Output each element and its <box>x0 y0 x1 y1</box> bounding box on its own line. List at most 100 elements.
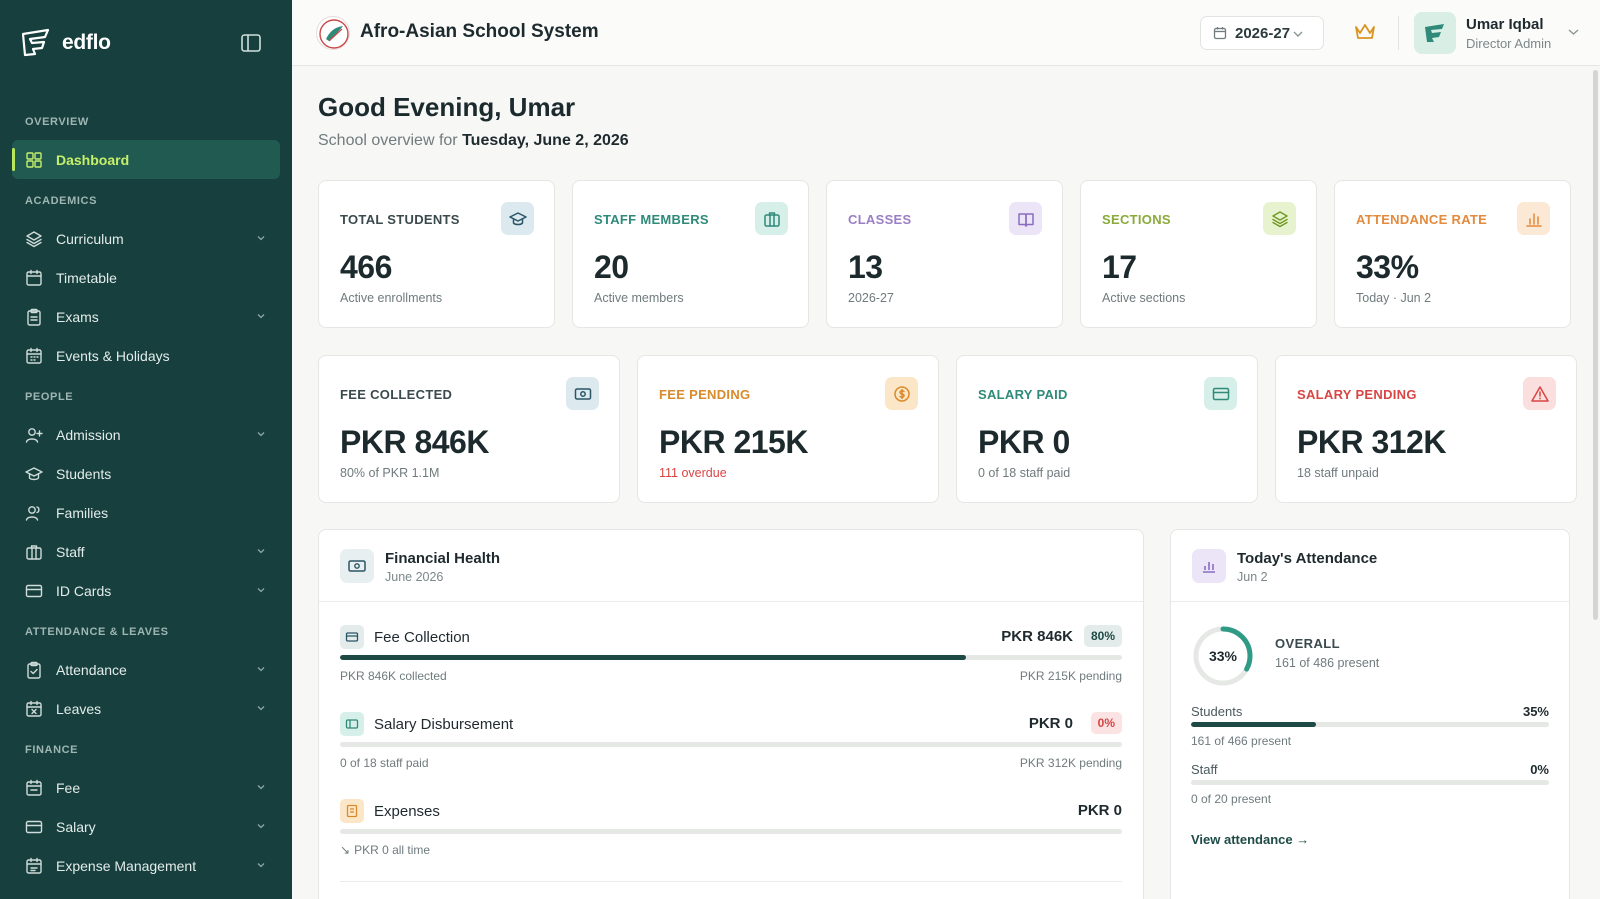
finance-row-name: Expenses <box>374 803 440 820</box>
stat-card-label: ATTENDANCE RATE <box>1356 212 1488 227</box>
view-attendance-link[interactable]: View attendance → <box>1191 832 1310 847</box>
stat-card-salary-pending[interactable]: SALARY PENDING PKR 312K 18 staff unpaid <box>1275 355 1577 503</box>
stat-card-sections[interactable]: SECTIONS 17 Active sections <box>1080 180 1317 328</box>
finance-row-left-text: PKR 0 all time <box>354 843 431 857</box>
stat-card-subtext: Active enrollments <box>340 291 443 305</box>
stat-card-classes[interactable]: CLASSES 13 2026-27 <box>826 180 1063 328</box>
stat-card-label: SALARY PENDING <box>1297 387 1417 402</box>
overall-present-count: 161 of 486 present <box>1275 656 1380 670</box>
attendance-row-name: Students <box>1191 704 1243 719</box>
brand-name: edflo <box>62 31 111 54</box>
finance-row-left-note: PKR 846K collected <box>340 669 447 683</box>
dollar-coin-icon <box>885 377 918 410</box>
sidebar-item-staff[interactable]: Staff <box>12 532 280 571</box>
attendance-row-count: 161 of 466 present <box>1191 734 1292 748</box>
sidebar-item-label: Timetable <box>56 269 117 286</box>
layers-icon <box>1263 202 1296 235</box>
sidebar-item-id-cards[interactable]: ID Cards <box>12 571 280 610</box>
attendance-row-count: 0 of 20 present <box>1191 792 1272 806</box>
chevron-down-icon <box>257 785 265 790</box>
stat-card-value: 20 <box>594 249 629 285</box>
finance-row-right-note: PKR 215K pending <box>1019 669 1122 683</box>
briefcase-icon <box>26 544 42 560</box>
wallet-icon <box>25 820 43 833</box>
crown-icon[interactable] <box>1354 22 1376 42</box>
stat-card-subtext: 2026-27 <box>848 291 894 305</box>
academic-year-select[interactable]: 2026-27 <box>1200 16 1324 50</box>
sidebar-item-label: Curriculum <box>56 230 124 247</box>
stat-card-value: 13 <box>848 249 883 285</box>
finance-row-expenses: Expenses PKR 0 ↘ PKR 0 all time <box>340 799 1122 879</box>
nav-section-academics: ACADEMICS <box>25 195 98 207</box>
sidebar-item-exams[interactable]: Exams <box>12 297 280 336</box>
user-avatar[interactable] <box>1414 12 1456 54</box>
stat-card-attendance-rate[interactable]: ATTENDANCE RATE 33% Today · Jun 2 <box>1334 180 1571 328</box>
stat-card-fee-collected[interactable]: FEE COLLECTED PKR 846K 80% of PKR 1.1M <box>318 355 620 503</box>
sidebar-item-expense-management[interactable]: Expense Management <box>12 846 280 885</box>
chevron-down-icon <box>257 236 265 241</box>
sidebar-item-events-and-holidays[interactable]: Events & Holidays <box>12 336 280 375</box>
finance-row-salary-disbursement: Salary Disbursement PKR 0 0% 0 of 18 staff … <box>340 712 1122 792</box>
sidebar: edflo OVERVIEW Dashboard ACADEMICS Curricul… <box>0 0 292 899</box>
chevron-down-icon <box>257 314 265 319</box>
stat-card-subtext: Today · Jun 2 <box>1356 291 1432 305</box>
attendance-row-percent: 0% <box>1530 762 1549 777</box>
stat-card-subtext: Active members <box>594 291 684 305</box>
sidebar-item-label: ID Cards <box>56 582 112 599</box>
academic-year-value: 2026-27 <box>1235 24 1291 42</box>
sidebar-item-leaves[interactable]: Leaves <box>12 689 280 728</box>
sidebar-item-label: Expense Management <box>56 857 197 874</box>
sidebar-item-families[interactable]: Families <box>12 493 280 532</box>
sidebar-item-label: Salary <box>56 818 96 835</box>
sidebar-item-attendance[interactable]: Attendance <box>12 650 280 689</box>
sidebar-item-label: Dashboard <box>56 151 130 168</box>
stat-card-label: SALARY PAID <box>978 387 1068 402</box>
calendar-grid-icon <box>26 347 42 364</box>
id-card-icon <box>25 584 43 597</box>
subtitle-date: Tuesday, June 2, 2026 <box>462 132 629 149</box>
graduation-cap-icon <box>25 466 43 480</box>
overall-attendance-ring <box>1193 626 1253 686</box>
sidebar-item-label: Families <box>56 504 109 521</box>
sidebar-item-curriculum[interactable]: Curriculum <box>12 219 280 258</box>
stat-card-subtext: Active sections <box>1102 291 1186 305</box>
chevron-down-icon <box>257 824 265 829</box>
trend-down-icon: ↘ <box>340 843 351 857</box>
money-icon <box>340 549 374 583</box>
page-scrollbar[interactable] <box>1593 70 1598 620</box>
attendance-row-percent: 35% <box>1522 704 1549 719</box>
finance-row-name: Fee Collection <box>374 629 470 646</box>
stat-card-label: SECTIONS <box>1102 212 1171 227</box>
financial-health-subtitle: June 2026 <box>385 570 444 584</box>
finance-row-percent-badge: 80% <box>1083 625 1122 647</box>
sidebar-collapse-icon[interactable] <box>240 33 262 53</box>
user-name[interactable]: Umar Iqbal <box>1466 16 1544 33</box>
sidebar-item-dashboard[interactable]: Dashboard <box>12 140 280 179</box>
card-icon <box>340 625 364 649</box>
stat-card-value: PKR 846K <box>340 424 489 460</box>
stat-card-label: CLASSES <box>848 212 912 227</box>
bar-chart-icon <box>1517 202 1550 235</box>
stat-card-fee-pending[interactable]: FEE PENDING PKR 215K 111 overdue <box>637 355 939 503</box>
user-plus-icon <box>25 427 43 443</box>
edflo-logo-icon <box>21 28 50 57</box>
sidebar-item-salary[interactable]: Salary <box>12 807 280 846</box>
chevron-down-icon <box>257 667 265 672</box>
stat-card-subtext: 18 staff unpaid <box>1297 466 1379 480</box>
sidebar-item-admission[interactable]: Admission <box>12 415 280 454</box>
sidebar-item-fee[interactable]: Fee <box>12 768 280 807</box>
sidebar-item-students[interactable]: Students <box>12 454 280 493</box>
sidebar-item-timetable[interactable]: Timetable <box>12 258 280 297</box>
calendar-x-icon <box>26 700 42 717</box>
attendance-title: Today's Attendance <box>1237 550 1378 567</box>
stat-card-subtext: 80% of PKR 1.1M <box>340 466 440 480</box>
finance-row-name: Salary Disbursement <box>374 716 514 733</box>
chevron-down-icon <box>257 549 265 554</box>
user-menu-chevron-icon[interactable] <box>1568 28 1579 36</box>
stat-card-value: PKR 0 <box>978 424 1070 460</box>
brand[interactable]: edflo <box>20 28 111 58</box>
attendance-row-progress-bar <box>1191 780 1549 785</box>
stat-card-staff-members[interactable]: STAFF MEMBERS 20 Active members <box>572 180 809 328</box>
stat-card-total-students[interactable]: TOTAL STUDENTS 466 Active enrollments <box>318 180 555 328</box>
stat-card-salary-paid[interactable]: SALARY PAID PKR 0 0 of 18 staff paid <box>956 355 1258 503</box>
